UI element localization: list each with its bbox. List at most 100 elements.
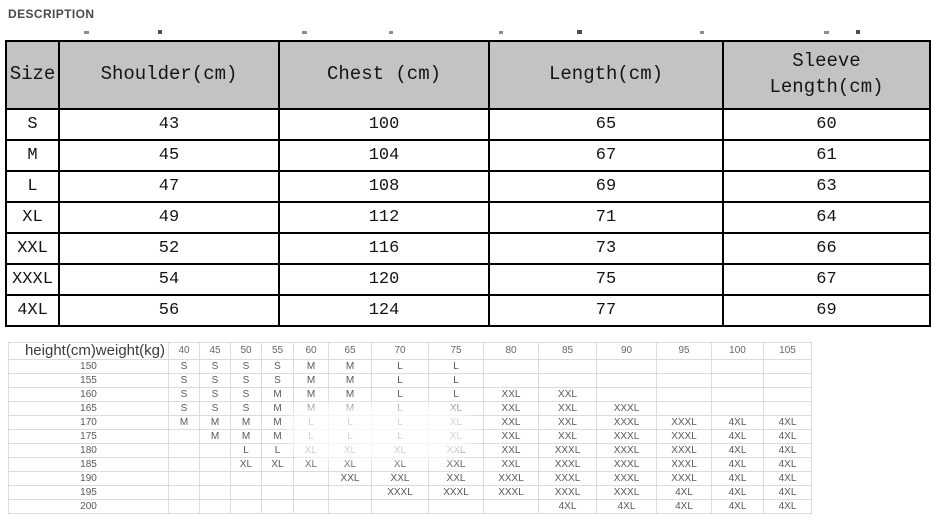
weight-column-header: 40 [168, 342, 200, 360]
recommended-size-cell: S [261, 373, 294, 388]
recommended-size-cell: 4XL [763, 457, 812, 472]
recommended-size-cell: XXXL [538, 457, 597, 472]
recommended-size-cell [656, 401, 712, 416]
recommended-size-cell [293, 485, 329, 500]
weight-column-header: 45 [199, 342, 231, 360]
recommended-size-cell: 4XL [711, 457, 764, 472]
recommended-size-cell: M [328, 373, 372, 388]
clipped-text-fragment [302, 31, 307, 34]
recommended-size-cell: XXL [538, 429, 597, 444]
size-chart-table: Size Shoulder(cm) Chest (cm) Length(cm) Slee… [5, 40, 931, 327]
recommended-size-cell [199, 471, 231, 486]
size-chart-row: S 43 100 65 60 [5, 108, 931, 141]
recommended-size-cell: S [168, 387, 200, 402]
recommended-size-cell: 4XL [763, 471, 812, 486]
height-row-header: 185 [8, 457, 169, 472]
size-chart-row: L 47 108 69 63 [5, 170, 931, 203]
recommended-size-cell: S [199, 401, 231, 416]
fit-matrix-header-row: height(cm)weight(kg) 40 45 50 55 60 65 70 75 80 85… [8, 342, 812, 360]
recommended-size-cell: L [428, 373, 484, 388]
recommended-size-cell [230, 485, 262, 500]
recommended-size-cell: XXL [483, 429, 539, 444]
recommended-size-cell: XXL [371, 471, 429, 486]
measurement-cell: 45 [58, 139, 280, 172]
recommended-size-cell [711, 401, 764, 416]
measurement-cell: 67 [488, 139, 724, 172]
recommended-size-cell: L [261, 443, 294, 458]
recommended-size-cell [711, 373, 764, 388]
measurement-cell: 65 [488, 108, 724, 141]
height-row-header: 195 [8, 485, 169, 500]
weight-column-header: 80 [483, 342, 539, 360]
weight-column-header: 70 [371, 342, 429, 360]
measurement-cell: 104 [278, 139, 490, 172]
recommended-size-cell [596, 373, 657, 388]
measurement-cell: 124 [278, 294, 490, 327]
size-label-cell: XXXL [5, 263, 60, 296]
recommended-size-cell: XXXL [656, 443, 712, 458]
size-chart-header-cell: Size [5, 40, 60, 110]
recommended-size-cell: M [168, 415, 200, 430]
recommended-size-cell [261, 471, 294, 486]
recommended-size-cell [483, 359, 539, 374]
recommended-size-cell: XXXL [596, 415, 657, 430]
fit-matrix-row: 185 XL XL XL XL XL XXL XXL XXXL XXXL XXXL 4XL 4XL [8, 457, 812, 472]
recommended-size-cell: L [371, 401, 429, 416]
fit-matrix-corner-label: height(cm)weight(kg) [8, 342, 169, 360]
recommended-size-cell: M [293, 387, 329, 402]
recommended-size-cell [763, 373, 812, 388]
recommended-size-cell: M [293, 373, 329, 388]
weight-column-header: 90 [596, 342, 657, 360]
recommended-size-cell: XXL [428, 443, 484, 458]
recommended-size-cell: XXL [538, 415, 597, 430]
recommended-size-cell [230, 471, 262, 486]
size-chart-row: XXXL 54 120 75 67 [5, 263, 931, 296]
weight-column-header: 85 [538, 342, 597, 360]
fit-matrix-row: 150 S S S S M M L L [8, 359, 812, 374]
recommended-size-cell: S [230, 373, 262, 388]
recommended-size-cell: XL [371, 457, 429, 472]
size-chart-row: 4XL 56 124 77 69 [5, 294, 931, 327]
recommended-size-cell [328, 485, 372, 500]
measurement-cell: 54 [58, 263, 280, 296]
recommended-size-cell: XXXL [596, 471, 657, 486]
recommended-size-cell [199, 485, 231, 500]
recommended-size-cell: S [230, 387, 262, 402]
weight-column-header: 75 [428, 342, 484, 360]
recommended-size-cell: L [428, 359, 484, 374]
recommended-size-cell [656, 373, 712, 388]
recommended-size-cell: 4XL [538, 499, 597, 514]
recommended-size-cell: XXL [483, 443, 539, 458]
recommended-size-cell [293, 471, 329, 486]
size-chart-header-row: Size Shoulder(cm) Chest (cm) Length(cm) Slee… [5, 40, 931, 110]
section-title: DESCRIPTION [8, 7, 95, 21]
recommended-size-cell: S [168, 359, 200, 374]
recommended-size-cell: XXL [483, 401, 539, 416]
weight-column-header: 55 [261, 342, 294, 360]
height-row-header: 200 [8, 499, 169, 514]
recommended-size-cell: XXXL [538, 485, 597, 500]
size-chart-header-cell: Shoulder(cm) [58, 40, 280, 110]
size-label-cell: XL [5, 201, 60, 234]
height-row-header: 160 [8, 387, 169, 402]
clipped-text-fragment [577, 30, 582, 34]
recommended-size-cell: M [261, 401, 294, 416]
recommended-size-cell [199, 457, 231, 472]
size-chart-header-cell: Chest (cm) [278, 40, 490, 110]
clipped-text-fragment [84, 31, 89, 34]
recommended-size-cell: L [371, 415, 429, 430]
recommended-size-cell: 4XL [763, 415, 812, 430]
recommended-size-cell [168, 429, 200, 444]
recommended-size-cell: XL [428, 415, 484, 430]
recommended-size-cell: XXXL [656, 429, 712, 444]
recommended-size-cell: XXXL [596, 457, 657, 472]
clipped-text-fragment [856, 30, 860, 34]
measurement-cell: 100 [278, 108, 490, 141]
recommended-size-cell [261, 485, 294, 500]
recommended-size-cell [656, 387, 712, 402]
weight-column-header: 50 [230, 342, 262, 360]
recommended-size-cell: S [168, 401, 200, 416]
recommended-size-cell: M [261, 387, 294, 402]
recommended-size-cell: XXXL [596, 401, 657, 416]
recommended-size-cell: L [428, 387, 484, 402]
